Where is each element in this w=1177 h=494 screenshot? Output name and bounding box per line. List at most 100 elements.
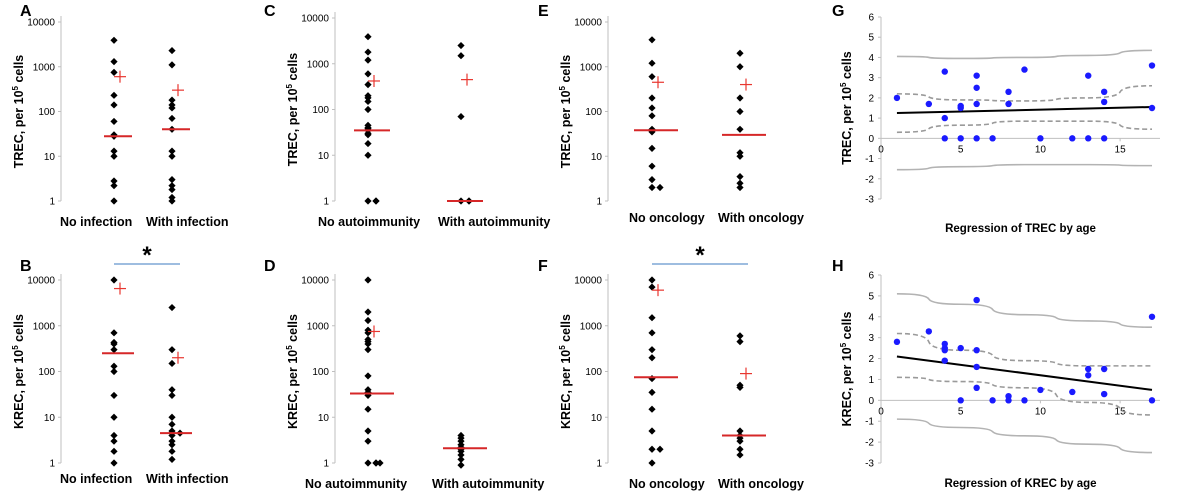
y-tick-label: 10 [318, 151, 330, 162]
data-point [648, 104, 656, 112]
y-tick-label: 1 [49, 197, 55, 208]
data-point [457, 455, 465, 463]
data-point [168, 303, 176, 312]
data-point [989, 397, 996, 404]
data-point [656, 183, 664, 192]
data-point [736, 451, 744, 459]
y-axis-label: KREC, per 105 cells [839, 311, 854, 426]
data-point [364, 97, 372, 106]
regression-line [896, 355, 1153, 391]
prediction-upper [896, 293, 1153, 329]
x-tick-label: 10 [1035, 144, 1047, 155]
data-point [110, 91, 118, 99]
data-point [110, 340, 118, 348]
category-label: With oncology [718, 211, 804, 225]
data-point [110, 391, 118, 400]
x-tick-label: 15 [1115, 144, 1127, 155]
y-label-tail: cells [286, 314, 300, 345]
data-point [656, 445, 664, 453]
y-tick-label: 1000 [307, 59, 330, 70]
data-point [736, 107, 744, 116]
y-tick-label: 1000 [307, 321, 330, 332]
data-point [168, 176, 176, 184]
x-tick-label: 15 [1115, 406, 1127, 417]
data-point [1037, 135, 1044, 142]
y-tick-label: 5 [868, 291, 874, 302]
mean-marker [740, 78, 752, 91]
category-label: No oncology [629, 211, 705, 225]
panel-c: C TREC, per 105 cells 1 10 100 1000 10000 No au… [264, 3, 550, 229]
y-tick-label: -1 [865, 417, 874, 428]
y-tick-label: -2 [865, 438, 874, 449]
y-tick-label: -1 [865, 154, 874, 165]
data-point [372, 197, 380, 205]
data-point [736, 173, 744, 181]
y-label-tail: cells [840, 51, 854, 82]
y-label-main: KREC, per 10 [559, 350, 573, 429]
data-point [648, 94, 656, 102]
data-point [648, 144, 656, 152]
data-point [168, 386, 176, 394]
mean-marker [652, 76, 664, 89]
data-point [364, 459, 372, 467]
data-point [457, 447, 465, 455]
panel-letter: C [264, 3, 276, 20]
y-axis-label: KREC, per 105 cells [11, 314, 26, 429]
panel-letter: B [20, 258, 32, 275]
data-point [736, 94, 744, 102]
data-point [736, 179, 744, 187]
data-point [973, 347, 980, 354]
category-label: With autoimmunity [438, 215, 550, 229]
data-point [1148, 313, 1156, 320]
category-label: No autoimmunity [305, 477, 407, 491]
y-label-main: KREC, per 10 [840, 347, 854, 426]
y-axis-label: TREC, per 105 cells [11, 55, 26, 169]
data-point [957, 344, 964, 352]
data-point [364, 94, 372, 102]
data-point [941, 347, 948, 354]
data-point [1100, 135, 1108, 142]
data-point [1085, 135, 1092, 142]
y-tick-label: 1 [49, 459, 55, 470]
data-point [168, 147, 176, 155]
data-point [925, 100, 933, 108]
data-point [1100, 88, 1108, 96]
y-label-sup: 5 [11, 345, 20, 350]
significance-star: * [142, 242, 152, 269]
x-tick-label: 10 [1035, 406, 1047, 417]
data-point [364, 81, 372, 89]
data-point [736, 63, 744, 71]
y-tick-label: 100 [312, 105, 329, 116]
y-label-tail: cells [559, 314, 573, 345]
x-tick-label: 0 [878, 144, 884, 155]
data-point [736, 427, 744, 435]
x-tick-label: 0 [878, 406, 884, 417]
data-point [168, 61, 176, 69]
data-point [110, 367, 118, 376]
data-point [1021, 397, 1028, 404]
y-tick-label: 1000 [580, 321, 603, 332]
y-tick-label: 6 [868, 13, 874, 24]
data-point [648, 162, 656, 170]
data-point [648, 374, 656, 383]
y-axis-label: TREC, per 105 cells [839, 51, 854, 165]
data-point [110, 182, 118, 190]
y-label-tail: cells [286, 53, 300, 84]
y-tick-label: 1000 [33, 321, 56, 332]
category-label: No autoimmunity [318, 215, 420, 229]
y-label-sup: 5 [558, 345, 567, 350]
data-point [364, 139, 372, 148]
panel-d: D KREC, per 105 cells 1 10 100 1000 10000 No au… [264, 258, 544, 491]
data-point [736, 152, 744, 160]
data-point [648, 346, 656, 354]
data-point [973, 100, 980, 108]
y-label-main: TREC, per 10 [840, 87, 854, 165]
data-point [648, 405, 656, 413]
category-label: With oncology [718, 477, 804, 491]
y-tick-label: 10 [318, 413, 330, 424]
data-point [973, 296, 980, 304]
data-point [1005, 88, 1012, 96]
y-label-tail: cells [559, 55, 573, 86]
y-tick-label: 4 [868, 312, 874, 323]
data-point [110, 447, 118, 455]
